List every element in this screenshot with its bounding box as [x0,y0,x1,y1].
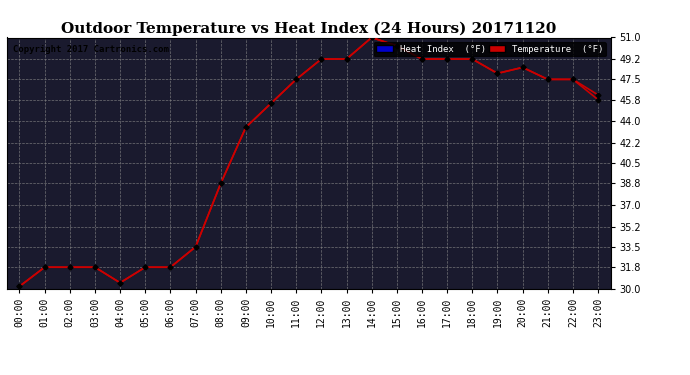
Text: Copyright 2017 Cartronics.com: Copyright 2017 Cartronics.com [13,45,169,54]
Legend: Heat Index  (°F), Temperature  (°F): Heat Index (°F), Temperature (°F) [374,42,606,56]
Title: Outdoor Temperature vs Heat Index (24 Hours) 20171120: Outdoor Temperature vs Heat Index (24 Ho… [61,22,556,36]
